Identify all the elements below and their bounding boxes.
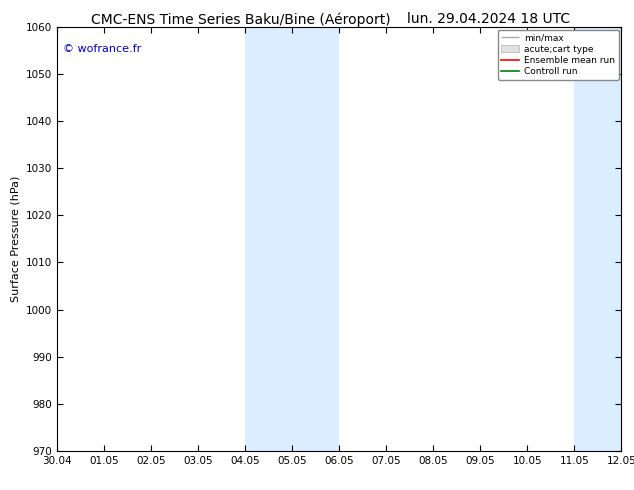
Legend: min/max, acute;cart type, Ensemble mean run, Controll run: min/max, acute;cart type, Ensemble mean …: [498, 30, 619, 80]
Y-axis label: Surface Pressure (hPa): Surface Pressure (hPa): [10, 176, 20, 302]
Text: CMC-ENS Time Series Baku/Bine (Aéroport): CMC-ENS Time Series Baku/Bine (Aéroport): [91, 12, 391, 27]
Bar: [245, 27, 339, 451]
Text: © wofrance.fr: © wofrance.fr: [63, 44, 141, 54]
Text: lun. 29.04.2024 18 UTC: lun. 29.04.2024 18 UTC: [406, 12, 570, 26]
Bar: [574, 27, 634, 451]
